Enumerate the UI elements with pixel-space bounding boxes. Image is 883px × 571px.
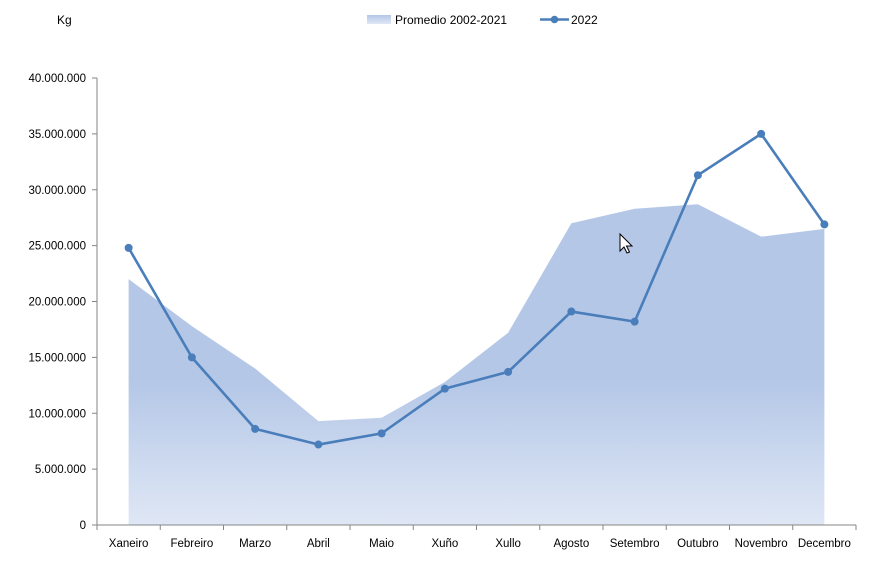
x-tick-label: Xullo — [495, 538, 521, 550]
x-tick-label: Xaneiro — [109, 538, 149, 550]
data-point-2022 — [251, 424, 260, 433]
x-tick-label: Febreiro — [170, 538, 213, 550]
y-tick-label: 25.000.000 — [28, 241, 86, 253]
y-tick-label: 15.000.000 — [28, 352, 86, 364]
data-point-2022 — [187, 353, 196, 362]
x-tick-label: Abril — [307, 538, 330, 550]
data-point-2022 — [757, 129, 766, 138]
series-line-2022 — [127, 132, 826, 446]
data-point-2022 — [314, 440, 323, 449]
y-tick-label: 5.000.000 — [35, 464, 86, 476]
x-tick-label: Agosto — [553, 538, 589, 550]
data-point-2022 — [630, 317, 639, 326]
x-tick-label: Maio — [369, 538, 394, 550]
data-point-2022 — [440, 384, 449, 393]
x-tick-label: Outubro — [677, 538, 719, 550]
data-point-2022 — [567, 307, 576, 316]
data-point-2022 — [124, 243, 133, 252]
legend-label-promedio: Promedio 2002-2021 — [395, 13, 507, 27]
mouse-cursor-icon — [619, 232, 634, 254]
x-tick-label: Decembro — [798, 538, 851, 550]
y-tick-label: 0 — [80, 520, 86, 532]
y-axis-unit-label: Kg — [57, 13, 72, 27]
plot-area: 0 5.000.000 10.000.000 15.000.000 20.000.000… — [28, 73, 857, 550]
y-tick-label: 20.000.000 — [28, 297, 86, 309]
x-tick-label: Novembro — [735, 538, 788, 550]
legend-label-2022: 2022 — [571, 13, 598, 27]
data-point-2022 — [820, 220, 829, 229]
y-tick-label: 10.000.000 — [28, 408, 86, 420]
legend: Promedio 2002-2021 2022 — [367, 13, 598, 27]
data-point-2022 — [504, 367, 513, 376]
x-tick-label: Marzo — [239, 538, 271, 550]
data-point-2022 — [377, 429, 386, 438]
x-tick-label: Setembro — [610, 538, 660, 550]
data-point-2022 — [693, 171, 702, 180]
y-tick-label: 40.000.000 — [28, 73, 86, 85]
y-tick-label: 35.000.000 — [28, 129, 86, 141]
legend-swatch-promedio — [367, 15, 391, 24]
series-area-promedio — [128, 204, 825, 525]
y-tick-label: 30.000.000 — [28, 185, 86, 197]
legend-swatch-2022-marker — [550, 15, 559, 24]
x-tick-label: Xuño — [431, 538, 458, 550]
